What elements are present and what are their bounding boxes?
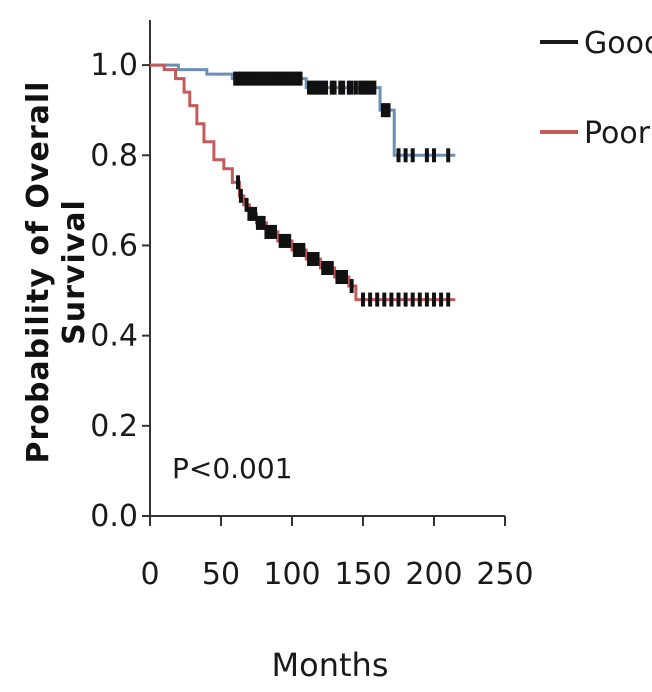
legend-label-good: Good <box>584 26 652 61</box>
y-axis-title-line-1: Probability of Overall <box>21 81 56 464</box>
series-good <box>150 63 456 163</box>
y-axis-title-line-2: Survival <box>57 199 92 345</box>
x-tick-label: 250 <box>476 557 533 592</box>
y-tick-label: 0.0 <box>90 499 138 534</box>
series-layer <box>150 63 456 307</box>
y-tick-label: 0.6 <box>90 228 138 263</box>
x-tick-label: 200 <box>405 557 462 592</box>
y-tick-label: 0.2 <box>90 409 138 444</box>
x-tick-label: 150 <box>334 557 391 592</box>
x-tick-label: 100 <box>263 557 320 592</box>
legend-label-poor: Poor <box>584 116 651 151</box>
labels-layer: 0.0 0.2 0.4 0.6 0.8 1.0 0 50 100 150 200 250 Months P… <box>21 26 652 684</box>
axes <box>142 20 506 526</box>
series-poor <box>150 63 456 307</box>
legend: Good Poor <box>540 26 652 151</box>
y-tick-label: 0.8 <box>90 138 138 173</box>
y-tick-label: 1.0 <box>90 48 138 83</box>
survival-line-poor <box>150 63 456 302</box>
y-tick-label: 0.4 <box>90 319 138 354</box>
x-tick-label: 0 <box>140 557 159 592</box>
p-value-annotation: P<0.001 <box>172 452 293 485</box>
x-axis-title: Months <box>272 646 389 684</box>
x-tick-label: 50 <box>202 557 240 592</box>
